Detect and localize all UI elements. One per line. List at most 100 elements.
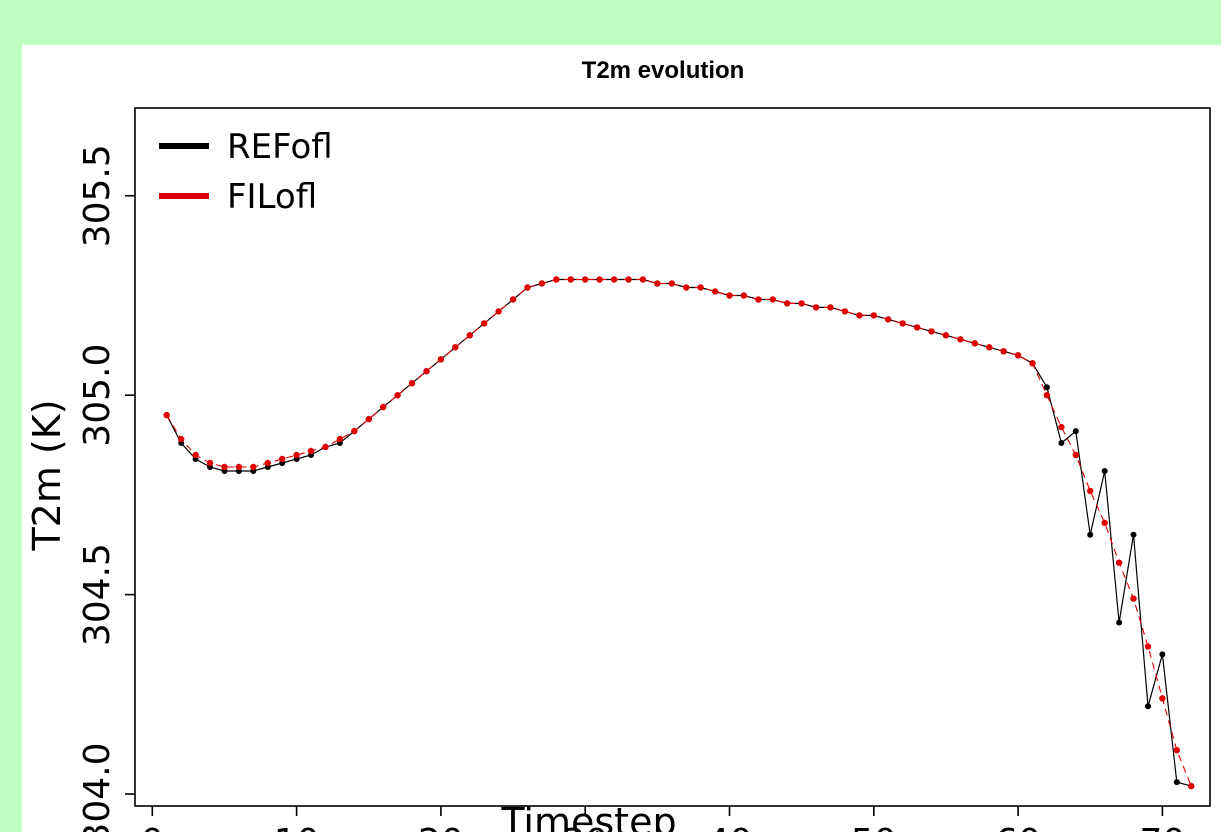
data-point-filofl [683,284,690,291]
x-tick-label: 40 [707,822,753,832]
data-point-filofl [495,308,502,315]
x-tick-label: 20 [418,822,464,832]
data-point-filofl [769,296,776,303]
data-point-filofl [755,296,762,303]
x-tick-label: 30 [562,822,608,832]
data-point-filofl [452,344,459,351]
data-point-filofl [726,292,733,299]
data-point-filofl [509,296,517,303]
data-point-filofl [221,463,228,471]
data-point-refofl [1130,531,1137,538]
data-point-filofl [235,463,243,471]
data-point-filofl [1130,595,1137,602]
x-tick-label: 60 [995,822,1041,832]
data-point-filofl [1115,559,1123,566]
data-point-filofl [1159,695,1166,702]
data-point-filofl [163,411,170,419]
chart-panel: T2m evolution 0 10 20 30 40 50 60 70 304.0 304.5… [22,45,1221,832]
legend: REFofl FILofl [159,127,333,217]
data-point-filofl [1188,782,1195,790]
data-point-filofl [206,459,214,467]
x-tick-label: 0 [141,822,164,832]
data-point-filofl [812,304,820,311]
data-point-filofl [380,403,387,411]
data-point-filofl [322,443,329,451]
data-point-filofl [1058,423,1065,431]
data-point-filofl [524,284,531,291]
data-point-filofl [582,276,589,283]
data-point-filofl [942,332,950,339]
x-tick-label: 10 [274,822,320,832]
data-point-refofl [1159,651,1166,658]
series-layer [163,276,1195,790]
data-point-refofl [1043,384,1050,391]
data-point-filofl [740,292,748,299]
x-tick-label: 70 [1139,822,1185,832]
data-point-filofl [870,312,877,319]
data-point-filofl [553,276,560,283]
data-point-filofl [957,336,964,343]
x-axis-label: Timestep [500,800,676,832]
data-point-filofl [250,463,257,471]
data-point-filofl [610,276,618,283]
data-point-filofl [827,304,834,311]
data-point-filofl [596,276,603,283]
data-point-filofl [437,356,445,363]
data-point-filofl [538,280,546,287]
legend-label-refofl: REFofl [227,127,333,167]
data-point-filofl [1087,487,1094,495]
data-point-filofl [1144,643,1152,650]
data-point-filofl [841,308,849,315]
data-point-filofl [856,312,863,319]
legend-label-filofl: FILofl [227,177,317,217]
data-point-filofl [798,300,805,307]
x-axis: 0 10 20 30 40 50 60 70 [141,806,1185,832]
data-point-refofl [1145,703,1151,710]
data-point-filofl [336,435,344,443]
x-tick-label: 50 [851,822,897,832]
data-point-filofl [1173,747,1181,754]
data-point-filofl [178,435,185,443]
data-point-filofl [351,427,358,435]
data-point-filofl [639,276,647,283]
data-point-filofl [928,328,935,335]
y-tick-label: 305.5 [77,144,118,247]
data-point-filofl [192,451,199,459]
data-point-filofl [1043,392,1051,399]
data-point-filofl [1072,451,1080,459]
data-point-filofl [394,392,401,399]
data-point-filofl [293,451,300,459]
series-refofl [163,276,1195,790]
data-point-filofl [784,300,791,307]
data-point-filofl [408,380,416,387]
data-point-filofl [885,316,892,323]
series-line-refofl [166,278,1192,787]
data-point-filofl [625,276,632,283]
data-point-refofl [1072,428,1079,435]
data-point-filofl [971,340,978,347]
data-point-filofl [423,368,430,375]
data-point-refofl [1116,619,1123,626]
data-point-filofl [1014,352,1022,359]
series-filofl [163,276,1195,790]
data-point-filofl [264,459,271,467]
series-line-filofl [166,278,1192,787]
data-point-filofl [654,280,661,287]
data-point-refofl [1058,440,1065,446]
data-point-filofl [711,288,719,295]
data-point-filofl [668,280,675,287]
data-point-filofl [1101,519,1108,526]
y-tick-label: 305.0 [77,344,118,447]
plot-frame [134,107,1211,807]
t2m-line-chart: T2m evolution 0 10 20 30 40 50 60 70 304.0 304.5… [25,57,1211,832]
y-tick-label: 304.5 [77,543,118,646]
data-point-refofl [1173,779,1180,786]
data-point-refofl [1101,468,1108,474]
chart-title: T2m evolution [582,57,745,84]
y-axis: 304.0 304.5 305.0 305.5 [77,144,135,832]
data-point-filofl [1000,348,1007,355]
y-axis-label: T2m (K) [25,399,69,551]
data-point-filofl [986,344,993,351]
y-tick-label: 304.0 [77,743,118,832]
data-point-filofl [697,284,704,291]
